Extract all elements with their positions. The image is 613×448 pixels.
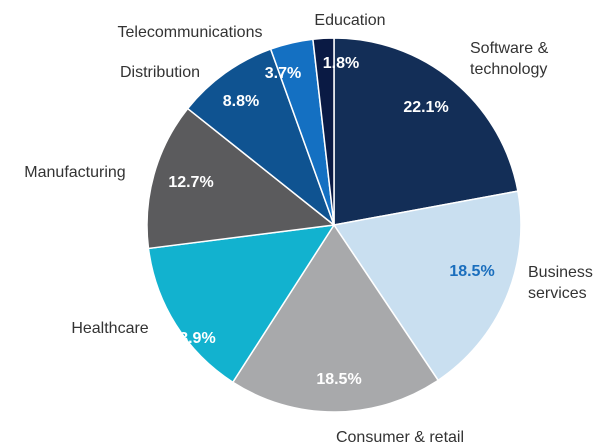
category-label: Business services [528, 264, 593, 302]
value-label: 8.8% [222, 93, 260, 110]
pie-slice [186, 48, 336, 228]
pie-slice [312, 37, 335, 226]
value-label: 18.5% [449, 263, 495, 280]
pie-slice [147, 224, 336, 384]
category-label: Education [314, 12, 386, 29]
pie-slice [231, 223, 440, 413]
value-label: 1.8% [322, 55, 360, 72]
category-label: Consumer & retail [335, 429, 465, 446]
category-label: Software & technology [470, 40, 549, 78]
pie-slice [332, 190, 522, 382]
category-label: Manufacturing [24, 164, 126, 181]
value-label: 22.1% [403, 99, 449, 116]
pie-slice [146, 107, 336, 250]
value-label: 3.7% [264, 65, 302, 82]
category-label: Telecommunications [117, 24, 263, 41]
category-label: Healthcare [71, 320, 149, 337]
value-label: 13.9% [170, 330, 216, 347]
value-label: 12.7% [168, 174, 214, 191]
pie-slice [333, 37, 519, 226]
category-label: Distribution [119, 64, 201, 81]
value-label: 18.5% [316, 371, 362, 388]
